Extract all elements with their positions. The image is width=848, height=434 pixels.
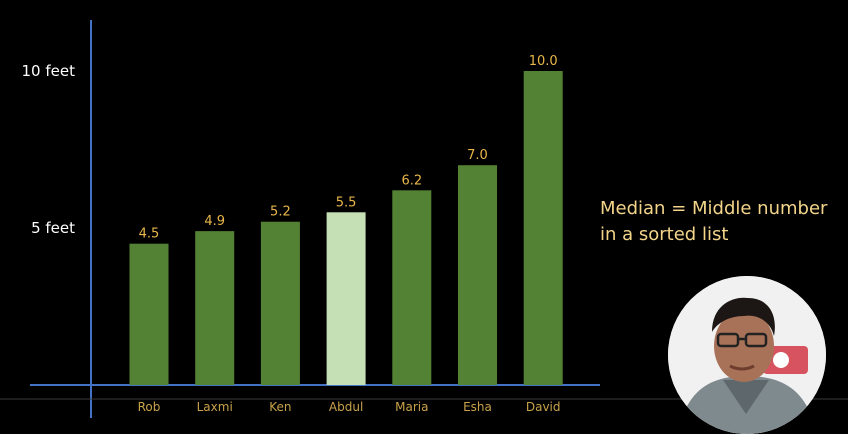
bar-chart: 5 feet 10 feet 4.5 4.9 5.2 5.5 6.2 7.0 10.0 Rob… — [0, 20, 848, 418]
bar-ken — [260, 221, 300, 385]
bar-esha — [458, 165, 497, 385]
category-label-esha: Esha — [463, 400, 492, 414]
bar-rob — [129, 243, 169, 385]
category-label-ken: Ken — [269, 400, 291, 414]
y-tick-label: 5 feet — [31, 219, 75, 237]
value-label-david: 10.0 — [529, 54, 558, 69]
bars — [129, 71, 563, 385]
bar-maria — [392, 190, 432, 385]
category-label-laxmi: Laxmi — [197, 400, 233, 414]
category-label-maria: Maria — [395, 400, 428, 414]
value-label-rob: 4.5 — [139, 227, 160, 242]
value-label-ken: 5.2 — [270, 205, 291, 220]
presenter-webcam-icon — [668, 276, 826, 434]
bar-laxmi — [195, 231, 235, 385]
category-label-abdul: Abdul — [329, 400, 363, 414]
median-definition-note: Median = Middle number in a sorted list — [600, 196, 845, 248]
value-label-abdul: 5.5 — [336, 195, 357, 210]
bar-value-labels: 4.5 4.9 5.2 5.5 6.2 7.0 10.0 — [139, 54, 558, 242]
note-line-2: in a sorted list — [600, 224, 729, 245]
bar-david — [523, 71, 563, 385]
value-label-esha: 7.0 — [467, 148, 488, 163]
note-line-1: Median = Middle number — [600, 198, 828, 219]
category-label-rob: Rob — [138, 400, 161, 414]
value-label-laxmi: 4.9 — [204, 214, 225, 229]
y-tick-labels: 5 feet 10 feet — [22, 62, 76, 237]
bar-abdul — [326, 212, 366, 385]
value-label-maria: 6.2 — [401, 173, 422, 188]
category-labels: Rob Laxmi Ken Abdul Maria Esha David — [138, 400, 561, 414]
y-tick-label: 10 feet — [22, 62, 76, 80]
category-label-david: David — [526, 400, 561, 414]
